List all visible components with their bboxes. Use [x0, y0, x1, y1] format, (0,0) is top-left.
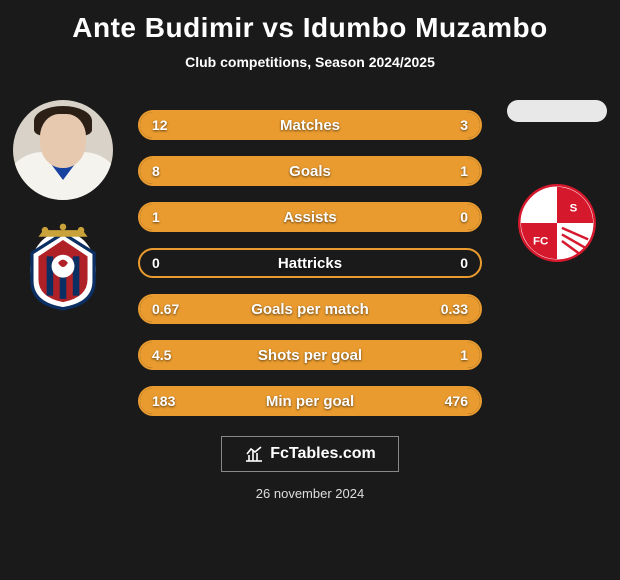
- date-text: 26 november 2024: [0, 486, 620, 501]
- right-player-column: S FC: [502, 100, 612, 264]
- stat-value-right: 476: [445, 393, 468, 409]
- stat-value-right: 0.33: [441, 301, 468, 317]
- club-right-badge: S FC: [516, 182, 598, 264]
- stat-label: Matches: [280, 117, 340, 134]
- svg-text:S: S: [570, 203, 578, 215]
- svg-text:FC: FC: [533, 235, 548, 247]
- stat-row: 1 Assists 0: [138, 202, 482, 232]
- stat-value-right: 0: [460, 209, 468, 225]
- stat-row: 0.67 Goals per match 0.33: [138, 294, 482, 324]
- stat-label: Min per goal: [266, 393, 354, 410]
- stat-fill-left: [140, 112, 412, 138]
- player-left-photo: [13, 100, 113, 200]
- stat-value-right: 0: [460, 255, 468, 271]
- stat-row: 183 Min per goal 476: [138, 386, 482, 416]
- stat-label: Goals: [289, 163, 331, 180]
- stat-label: Shots per goal: [258, 347, 362, 364]
- stat-value-left: 183: [152, 393, 175, 409]
- stat-value-left: 1: [152, 209, 160, 225]
- stat-row: 12 Matches 3: [138, 110, 482, 140]
- stat-label: Assists: [283, 209, 336, 226]
- stat-row: 4.5 Shots per goal 1: [138, 340, 482, 370]
- stat-value-left: 8: [152, 163, 160, 179]
- player-left-name: Ante Budimir: [72, 12, 254, 43]
- stat-value-right: 1: [460, 347, 468, 363]
- osasuna-crest-icon: [22, 222, 104, 312]
- stat-label: Goals per match: [251, 301, 369, 318]
- stat-value-left: 0: [152, 255, 160, 271]
- stat-value-left: 0.67: [152, 301, 179, 317]
- stat-value-right: 3: [460, 117, 468, 133]
- stat-label: Hattricks: [278, 255, 342, 272]
- stat-row: 8 Goals 1: [138, 156, 482, 186]
- comparison-content: S FC 12 Matches 3 8 Goals 1 1 Assists 0 0 Hattrick…: [0, 100, 620, 430]
- sevilla-crest-icon: S FC: [516, 182, 598, 264]
- vs-text: vs: [262, 12, 294, 43]
- comparison-title: Ante Budimir vs Idumbo Muzambo: [0, 0, 620, 44]
- player-right-photo-placeholder: [507, 100, 607, 122]
- stat-value-left: 4.5: [152, 347, 171, 363]
- brand-chart-icon: [244, 445, 264, 463]
- brand-text: FcTables.com: [270, 445, 376, 463]
- stat-row: 0 Hattricks 0: [138, 248, 482, 278]
- brand-box[interactable]: FcTables.com: [221, 436, 399, 472]
- stat-value-left: 12: [152, 117, 168, 133]
- club-left-badge: [22, 226, 104, 308]
- footer: FcTables.com 26 november 2024: [0, 436, 620, 501]
- face-graphic: [40, 114, 86, 168]
- stats-table: 12 Matches 3 8 Goals 1 1 Assists 0 0 Hattricks 0 0.6…: [138, 110, 482, 432]
- stat-fill-right: [412, 112, 480, 138]
- stat-fill-right: [419, 342, 480, 368]
- left-player-column: [8, 100, 118, 308]
- subtitle: Club competitions, Season 2024/2025: [0, 54, 620, 70]
- stat-value-right: 1: [460, 163, 468, 179]
- player-right-name: Idumbo Muzambo: [303, 12, 548, 43]
